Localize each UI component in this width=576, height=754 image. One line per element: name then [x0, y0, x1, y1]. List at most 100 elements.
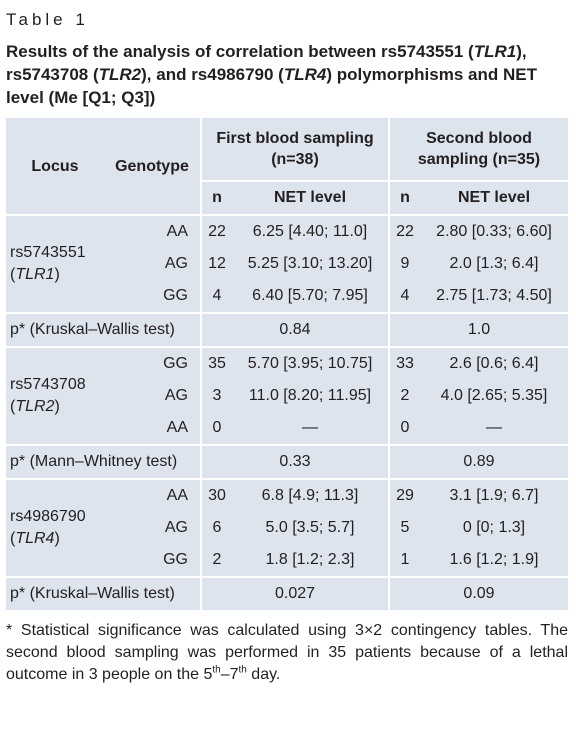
table-row: rs5743708 (TLR2) GG 35 5.70 [3.95; 10.75] 33 2…	[6, 346, 568, 445]
table-row: AA 0 — 0 —	[6, 412, 568, 445]
n-cell: 0	[388, 412, 420, 445]
n-cell: 1	[388, 544, 420, 577]
n-cell: 22	[200, 214, 232, 248]
locus-cell: rs5743708 (TLR2)	[6, 346, 104, 445]
net-cell: 6.25 [4.40; 11.0]	[232, 214, 389, 248]
subheader-cell: NET level	[420, 180, 568, 215]
table-title: Results of the analysis of correlation b…	[6, 40, 568, 109]
n-cell: 33	[388, 346, 420, 380]
net-cell: 6.40 [5.70; 7.95]	[252, 287, 368, 304]
n-cell: 29	[388, 478, 420, 512]
header-cell: First blood sampling (n=38)	[200, 118, 389, 181]
locus-id: rs5743708	[10, 376, 86, 393]
footnote: * Statistical significance was calculate…	[6, 620, 568, 686]
title-text: Results of the analysis of correlation b…	[6, 42, 474, 61]
title-text: ), rs5743708 (	[6, 42, 527, 84]
n-cell: 4	[200, 280, 232, 313]
p-value: 0.33	[200, 444, 389, 479]
genotype-cell: AA	[166, 419, 188, 436]
n-cell: 0	[200, 412, 232, 445]
table-row: rs4986790 (TLR4) AA 30 6.8 [4.9; 11.3] 29 3.1 …	[6, 478, 568, 577]
p-label: p* (Kruskal–Wallis test)	[6, 312, 201, 347]
gene-name: TLR4	[15, 530, 55, 547]
table-row: GG 4 6.40 [5.70; 7.95] 4 2.75 [1.73; 4.50]	[6, 280, 568, 313]
genotype-cell: AA	[103, 214, 201, 248]
n-cell: 4	[388, 280, 420, 313]
net-cell: 1.8 [1.2; 2.3]	[265, 551, 355, 568]
table-block: Table 1 Results of the analysis of corre…	[6, 10, 568, 686]
net-cell: 6.8 [4.9; 11.3]	[232, 478, 389, 512]
net-cell: 1.6 [1.2; 1.9]	[449, 551, 539, 568]
net-cell: 3.1 [1.9; 6.7]	[420, 478, 568, 512]
footnote-sup: th	[238, 664, 247, 676]
net-cell: 4.0 [2.65; 5.35]	[440, 387, 548, 404]
genotype-cell: GG	[103, 346, 201, 380]
locus-cell: rs5743551 (TLR1)	[6, 214, 104, 313]
n-cell: 3	[200, 380, 232, 412]
header-cell: Genotype	[115, 157, 189, 175]
data-table: Locus Genotype First blood sampling (n=3…	[6, 118, 568, 610]
p-row: p* (Kruskal–Wallis test) 0.84 1.0	[6, 312, 568, 347]
n-cell: 2	[200, 544, 232, 577]
net-cell: 11.0 [8.20; 11.95]	[248, 387, 372, 404]
genotype-cell: GG	[163, 551, 188, 568]
n-cell: 5	[388, 512, 420, 544]
genotype-cell: AG	[164, 519, 188, 536]
header-cell: Locus	[31, 157, 79, 175]
footnote-text: –7	[220, 666, 239, 683]
header-cell: Second blood sampling (n=35)	[388, 118, 568, 181]
paren: (	[10, 398, 16, 415]
paren: )	[54, 398, 60, 415]
net-cell: —	[486, 419, 502, 436]
genotype-cell: AA	[103, 478, 201, 512]
n-cell: 35	[200, 346, 232, 380]
title-text: ) polymorphisms and NET level (Me [Q1; Q…	[6, 65, 537, 107]
gene-name: TLR2	[15, 398, 55, 415]
net-cell: 0 [0; 1.3]	[462, 519, 526, 536]
table-row: rs5743551 (TLR1) AA 22 6.25 [4.40; 11.0] 22 2.…	[6, 214, 568, 313]
p-row: p* (Kruskal–Wallis test) 0.027 0.09	[6, 576, 568, 610]
net-cell: 2.75 [1.73; 4.50]	[436, 287, 552, 304]
genotype-cell: AG	[164, 255, 188, 272]
paren: (	[10, 266, 16, 283]
subheader-cell: n	[388, 180, 420, 215]
p-value: 1.0	[388, 312, 568, 347]
gene-name: TLR1	[15, 266, 55, 283]
p-value: 0.89	[388, 444, 568, 479]
locus-cell: rs4986790 (TLR4)	[6, 478, 104, 577]
n-cell: 12	[200, 248, 232, 280]
subheader-cell: NET level	[232, 180, 389, 215]
footnote-sup: th	[212, 664, 221, 676]
gene-name: TLR4	[283, 65, 327, 84]
net-cell: 2.6 [0.6; 6.4]	[420, 346, 568, 380]
net-cell: 5.70 [3.95; 10.75]	[232, 346, 389, 380]
net-cell: 2.80 [0.33; 6.60]	[420, 214, 568, 248]
n-cell: 22	[388, 214, 420, 248]
n-cell: 30	[200, 478, 232, 512]
p-value: 0.09	[388, 576, 568, 610]
paren: )	[54, 266, 60, 283]
table-row: AG 6 5.0 [3.5; 5.7] 5 0 [0; 1.3]	[6, 512, 568, 544]
footnote-text: * Statistical significance was calculate…	[6, 622, 568, 683]
footnote-text: day.	[246, 666, 281, 683]
p-value: 0.84	[200, 312, 389, 347]
subheader-cell: n	[200, 180, 232, 215]
n-cell: 6	[200, 512, 232, 544]
table-label: Table 1	[6, 10, 89, 29]
n-cell: 9	[388, 248, 420, 280]
title-text: ), and rs4986790 (	[141, 65, 284, 84]
paren: (	[10, 530, 16, 547]
table-row: GG 2 1.8 [1.2; 2.3] 1 1.6 [1.2; 1.9]	[6, 544, 568, 577]
p-label: p* (Kruskal–Wallis test)	[6, 576, 201, 610]
genotype-cell: AG	[164, 387, 188, 404]
p-label: p* (Mann–Whitney test)	[6, 444, 201, 479]
p-row: p* (Mann–Whitney test) 0.33 0.89	[6, 444, 568, 479]
paren: )	[54, 530, 60, 547]
net-cell: 5.25 [3.10; 13.20]	[247, 255, 373, 272]
locus-id: rs4986790	[10, 508, 86, 525]
net-cell: 2.0 [1.3; 6.4]	[449, 255, 539, 272]
gene-name: TLR1	[473, 42, 517, 61]
gene-name: TLR2	[98, 65, 142, 84]
genotype-cell: GG	[163, 287, 188, 304]
